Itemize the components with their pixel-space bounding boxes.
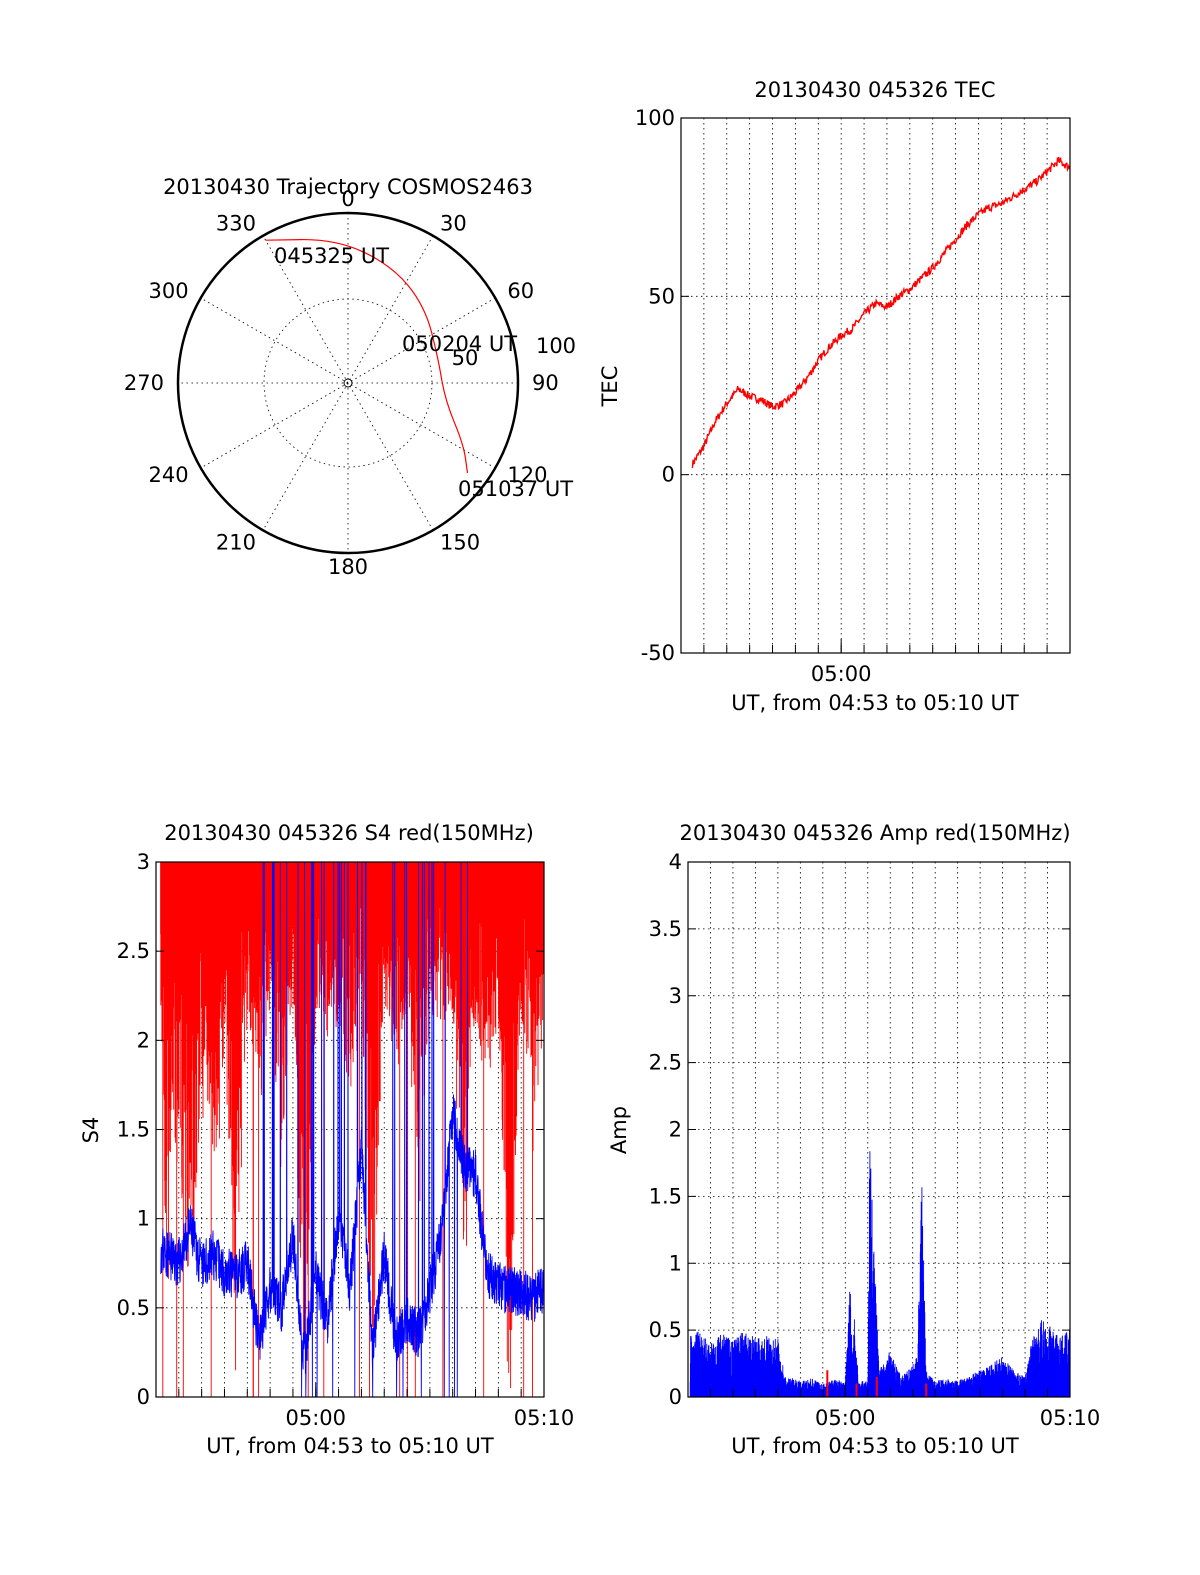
x-tick-label: 05:10 bbox=[514, 1406, 575, 1430]
trajectory-mid-label: 050204 UT bbox=[402, 332, 517, 356]
polar-angle-label: 330 bbox=[216, 212, 256, 236]
tec-plot-frame bbox=[680, 117, 1071, 654]
x-tick-label: 05:00 bbox=[811, 662, 872, 686]
s4-blue-series bbox=[160, 861, 545, 1398]
y-tick-label: 2 bbox=[669, 1118, 682, 1142]
polar-angle-label: 300 bbox=[149, 279, 189, 303]
polar-center bbox=[343, 378, 353, 388]
s4-xlabel: UT, from 04:53 to 05:10 UT bbox=[206, 1434, 494, 1458]
polar-radius-label-100: 100 bbox=[536, 334, 576, 358]
polar-radius-label-50: 50 bbox=[452, 346, 479, 370]
polar-angle-label: 30 bbox=[440, 212, 467, 236]
y-tick-label: 0.5 bbox=[117, 1296, 150, 1320]
y-tick-label: 1 bbox=[137, 1207, 150, 1231]
tec-series-line bbox=[691, 156, 1071, 468]
polar-outer-ring bbox=[176, 211, 520, 555]
s4-ylabel: S4 bbox=[79, 1117, 103, 1144]
y-tick-label: 1 bbox=[669, 1251, 682, 1275]
polar-grid bbox=[178, 213, 518, 553]
amp-title: 20130430 045326 Amp red(150MHz) bbox=[679, 821, 1070, 845]
trajectory-start-label: 045325 UT bbox=[274, 244, 389, 268]
trajectory-end-label: 051037 UT bbox=[458, 477, 573, 501]
s4-series bbox=[160, 861, 545, 1398]
polar-spoke bbox=[262, 235, 434, 531]
amp-xlabel: UT, from 04:53 to 05:10 UT bbox=[731, 1434, 1019, 1458]
s4-x-ticks: 05:00 05:10 bbox=[178, 1383, 575, 1430]
polar-angle-label: 150 bbox=[440, 530, 480, 554]
amp-grid bbox=[688, 862, 1070, 1397]
polar-angle-label: 120 bbox=[507, 463, 547, 487]
amp-y-ticks: 0 0.5 1 1.5 2 2.5 3 3.5 4 bbox=[649, 850, 1070, 1409]
y-tick-label: 2.5 bbox=[649, 1051, 682, 1075]
amp-x-ticks: 05:00 05:10 bbox=[709, 1383, 1101, 1430]
y-tick-label: 0 bbox=[137, 1385, 150, 1409]
y-tick-label: 1.5 bbox=[649, 1184, 682, 1208]
y-tick-label: 50 bbox=[648, 284, 675, 308]
polar-title: 20130430 Trajectory COSMOS2463 bbox=[163, 175, 533, 199]
s4-panel: 20130430 045326 S4 red(150MHz) 0 0.5 1 1.5 2… bbox=[79, 821, 574, 1458]
y-tick-label: 1.5 bbox=[117, 1118, 150, 1142]
tec-x-ticks: 05:00 bbox=[703, 639, 1048, 686]
y-tick-label: 3.5 bbox=[649, 917, 682, 941]
x-tick-label: 05:10 bbox=[1040, 1406, 1101, 1430]
tec-ylabel: TEC bbox=[598, 366, 622, 408]
s4-y-ticks: 0 0.5 1 1.5 2 2.5 3 bbox=[117, 850, 544, 1409]
y-tick-label: 2.5 bbox=[117, 939, 150, 963]
polar-angle-label: 60 bbox=[507, 279, 534, 303]
y-tick-label: 0 bbox=[662, 463, 675, 487]
y-tick-label: 4 bbox=[669, 850, 682, 874]
polar-angle-label: 270 bbox=[124, 371, 164, 395]
tec-y-ticks: -50 0 50 100 bbox=[635, 106, 1070, 665]
s4-title: 20130430 045326 S4 red(150MHz) bbox=[164, 821, 534, 845]
y-tick-label: 0 bbox=[669, 1385, 682, 1409]
y-tick-label: 2 bbox=[137, 1028, 150, 1052]
amp-ylabel: Amp bbox=[607, 1106, 631, 1154]
y-tick-label: 0.5 bbox=[649, 1318, 682, 1342]
amp-blue-series bbox=[689, 1151, 1071, 1397]
polar-angle-labels: 0 30 60 90 120 150 180 210 240 270 300 330 bbox=[124, 187, 559, 579]
tec-title: 20130430 045326 TEC bbox=[754, 78, 995, 102]
y-tick-label: 3 bbox=[137, 850, 150, 874]
y-tick-label: -50 bbox=[641, 641, 675, 665]
polar-angle-label: 210 bbox=[216, 530, 256, 554]
amp-series bbox=[689, 1151, 1071, 1397]
polar-angle-label: 180 bbox=[328, 555, 368, 579]
polar-angle-label: 90 bbox=[532, 371, 559, 395]
tec-xlabel: UT, from 04:53 to 05:10 UT bbox=[731, 691, 1019, 715]
amp-panel: 20130430 045326 Amp red(150MHz) 0 0.5 1 1.5… bbox=[607, 821, 1100, 1458]
polar-angle-label: 0 bbox=[341, 187, 354, 211]
y-tick-label: 100 bbox=[635, 106, 675, 130]
y-tick-label: 3 bbox=[669, 984, 682, 1008]
polar-panel: 20130430 Trajectory COSMOS2463 0 30 60 90 12… bbox=[124, 175, 576, 579]
x-tick-label: 05:00 bbox=[815, 1406, 876, 1430]
polar-angle-label: 240 bbox=[149, 463, 189, 487]
x-tick-label: 05:00 bbox=[285, 1406, 346, 1430]
trajectory-line bbox=[265, 238, 469, 474]
polar-inner-ring bbox=[263, 298, 433, 468]
tec-grid bbox=[681, 118, 1070, 653]
s4-red-series bbox=[160, 862, 545, 1397]
